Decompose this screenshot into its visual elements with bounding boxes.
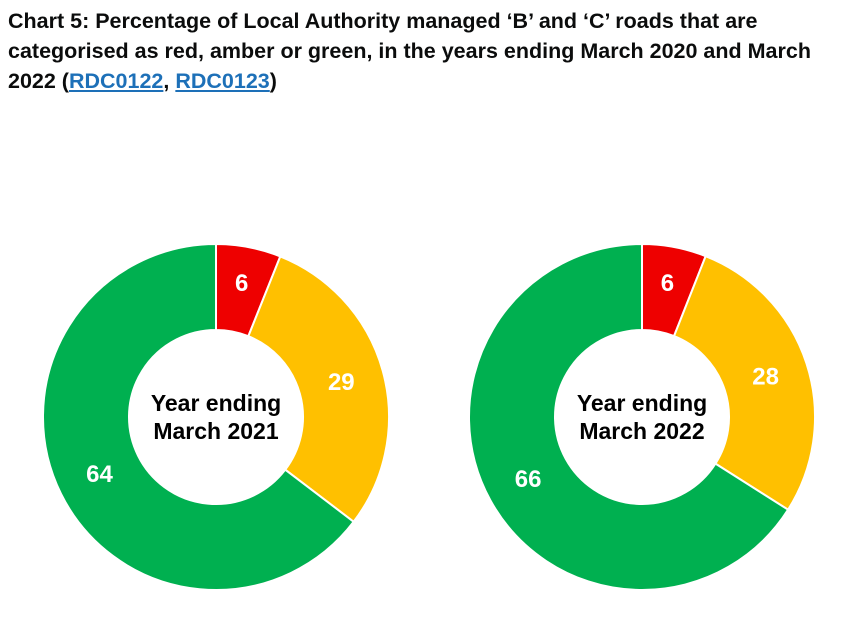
chart-title: Chart 5: Percentage of Local Authority m…	[8, 6, 838, 96]
slice-amber	[247, 255, 390, 524]
rdc0123-link[interactable]: RDC0123	[175, 69, 270, 93]
data-label-green: 64	[86, 461, 113, 488]
slice-amber	[672, 254, 816, 512]
slice-green	[42, 242, 356, 591]
title-separator: ,	[163, 69, 176, 93]
center-label-line-1: Year ending	[577, 390, 707, 416]
title-suffix: )	[269, 69, 277, 93]
data-label-red: 6	[661, 270, 674, 297]
center-label-line-1: Year ending	[151, 390, 281, 416]
data-label-amber: 29	[328, 369, 355, 396]
rdc0122-link[interactable]: RDC0122	[68, 69, 164, 93]
data-label-red: 6	[235, 270, 248, 297]
center-label-line-2: March 2022	[579, 418, 704, 444]
data-label-green: 66	[515, 466, 542, 493]
slice-green	[468, 242, 790, 591]
title-text: Chart 5: Percentage of Local Authority m…	[8, 9, 811, 93]
center-label-line-2: March 2021	[153, 418, 279, 444]
data-label-amber: 28	[752, 363, 779, 390]
